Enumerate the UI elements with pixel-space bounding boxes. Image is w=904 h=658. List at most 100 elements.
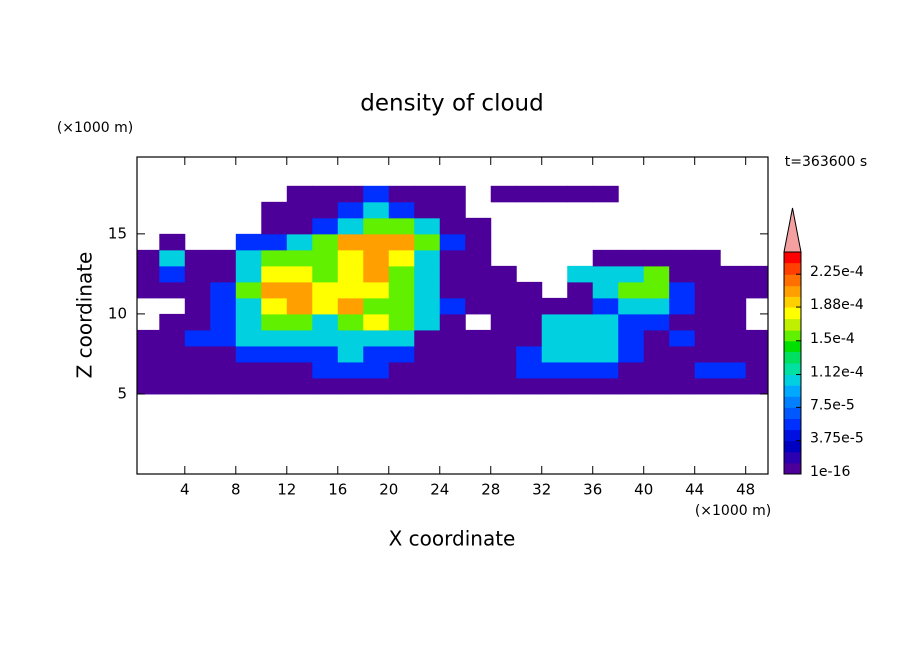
contour-cell [159, 265, 186, 283]
contour-cell [414, 265, 441, 283]
contour-cell [388, 249, 415, 267]
colorbar-tick-label: 7.5e-5 [810, 397, 855, 413]
contour-cell [414, 185, 441, 203]
y-unit: (×1000 m) [57, 120, 133, 136]
contour-cell [490, 313, 517, 331]
contour-cell [414, 377, 441, 395]
contour-cell [516, 345, 543, 363]
contour-cell [137, 361, 160, 379]
contour-cell [541, 329, 568, 347]
colorbar-tick-label: 1.88e-4 [810, 297, 864, 313]
contour-cell [541, 377, 568, 395]
contour-cell [669, 265, 696, 283]
colorbar-swatch [784, 274, 801, 287]
contour-cell [337, 361, 364, 379]
contour-cell [286, 297, 313, 315]
contour-cell [643, 265, 670, 283]
contour-cell [286, 265, 313, 283]
contour-cell [745, 361, 768, 379]
contour-cell [439, 297, 466, 315]
contour-cell [694, 377, 721, 395]
x-tick-label: 48 [736, 481, 755, 499]
contour-cell [363, 217, 390, 235]
colorbar-swatch [784, 374, 801, 386]
contour-cell [465, 233, 492, 251]
contour-cell [669, 297, 696, 315]
contour-cell [465, 329, 492, 347]
contour-cell [184, 281, 211, 299]
contour-cell [720, 281, 747, 299]
contour-cell [567, 281, 594, 299]
contour-cell [261, 265, 288, 283]
contour-cell [745, 265, 768, 283]
x-tick-label: 20 [379, 481, 398, 499]
contour-cell [592, 377, 619, 395]
contour-cell [567, 329, 594, 347]
contour-cell [312, 233, 339, 251]
contour-cell [388, 265, 415, 283]
contour-cell [414, 201, 441, 219]
contour-cell [261, 217, 288, 235]
contour-cell [235, 361, 262, 379]
contour-cell [286, 377, 313, 395]
contour-cell [286, 201, 313, 219]
contour-cell [541, 345, 568, 363]
contour-cell [541, 313, 568, 331]
contour-cell [439, 345, 466, 363]
contour-cell [337, 249, 364, 267]
contour-cell [541, 297, 568, 315]
colorbar-swatch [784, 429, 801, 442]
contour-cell [465, 217, 492, 235]
contour-cell [159, 361, 186, 379]
contour-cell [592, 185, 619, 203]
contour-cell [184, 265, 211, 283]
contour-cell [210, 265, 237, 283]
colorbar-extend [783, 207, 802, 253]
contour-cell [235, 329, 262, 347]
contour-cell [541, 361, 568, 379]
contour-cell [235, 297, 262, 315]
contour-cell [439, 201, 466, 219]
contour-cell [694, 249, 721, 267]
colorbar-swatch [784, 451, 801, 464]
contour-cell [137, 249, 160, 267]
contour-cell [312, 297, 339, 315]
contour-cell [312, 345, 339, 363]
contour-cell [592, 265, 619, 283]
contour-cell [669, 249, 696, 267]
contour-cell [592, 281, 619, 299]
contour-cell [414, 281, 441, 299]
contour-cell [720, 297, 747, 315]
contour-cell [388, 377, 415, 395]
contour-cell [235, 377, 262, 395]
colorbar-swatch [784, 363, 801, 376]
contour-cell [210, 345, 237, 363]
contour-cell [312, 361, 339, 379]
contour-cell [363, 361, 390, 379]
contour-cell [312, 201, 339, 219]
contour-cell [388, 185, 415, 203]
contour-cell [261, 313, 288, 331]
contour-cell [694, 313, 721, 331]
contour-cell [567, 313, 594, 331]
contour-cell [235, 233, 262, 251]
contour-cell [363, 297, 390, 315]
contour-cell [618, 313, 645, 331]
contour-cell [312, 313, 339, 331]
contour-cell [516, 361, 543, 379]
x-axis-label: X coordinate [389, 527, 516, 551]
contour-cell [516, 313, 543, 331]
contour-cell [388, 233, 415, 251]
contour-cell [286, 361, 313, 379]
contour-cell [312, 329, 339, 347]
contour-cell [465, 377, 492, 395]
contour-cell [439, 185, 466, 203]
contour-cell [618, 329, 645, 347]
contour-cell [439, 361, 466, 379]
contour-cell [618, 297, 645, 315]
contour-cell [567, 345, 594, 363]
contour-cell [261, 361, 288, 379]
contour-cell [439, 313, 466, 331]
contour-cell [516, 297, 543, 315]
